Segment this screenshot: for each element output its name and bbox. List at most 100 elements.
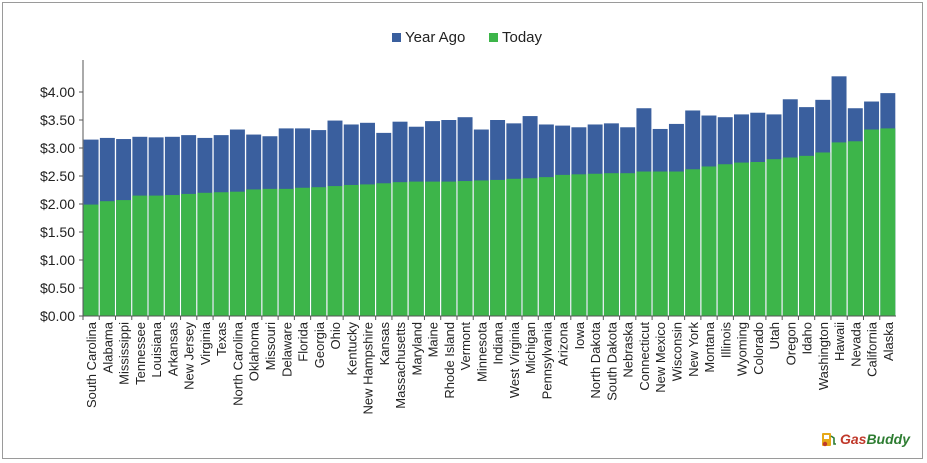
y-tick-label: $0.50 <box>40 280 75 296</box>
logo-text-gas: Gas <box>839 431 867 447</box>
bar-today <box>311 187 327 316</box>
bar-today <box>734 162 749 316</box>
x-tick-label: Kentucky <box>344 322 359 376</box>
y-tick-label: $1.50 <box>40 224 75 240</box>
bar-today <box>83 204 99 316</box>
bar-today <box>668 171 684 316</box>
x-tick-label: West Virginia <box>507 321 522 398</box>
bar-today <box>197 192 213 316</box>
x-tick-label: Illinois <box>718 322 733 359</box>
x-tick-label: Tennessee <box>133 322 148 385</box>
bar-today <box>360 184 375 316</box>
x-tick-label: Montana <box>702 321 717 372</box>
x-tick-label: Washington <box>816 322 831 390</box>
bar-today <box>636 171 652 316</box>
x-tick-label: Nebraska <box>621 321 636 377</box>
x-tick-label: New York <box>686 322 701 377</box>
x-tick-label: Louisiana <box>149 321 164 377</box>
x-tick-label: North Carolina <box>230 321 245 406</box>
bar-today <box>327 186 343 316</box>
bar-today <box>99 201 115 316</box>
x-tick-label: California <box>865 321 880 377</box>
bar-today <box>831 142 847 316</box>
x-tick-label: Alaska <box>881 321 896 361</box>
bar-today <box>262 188 278 316</box>
x-tick-label: Wyoming <box>735 322 750 376</box>
bar-today <box>538 177 554 316</box>
bar-today <box>408 181 424 316</box>
bar-today <box>750 162 766 316</box>
legend-label-year-ago: Year Ago <box>405 29 465 46</box>
bar-chart: Year Ago Today $0.00 $0.50 $1.00 $1.50 $2.00… <box>40 29 896 414</box>
x-tick-label: Wisconsin <box>669 322 684 381</box>
bar-today <box>294 187 310 316</box>
bar-today <box>246 189 262 316</box>
x-tick-label: New Jersey <box>182 322 197 390</box>
x-tick-label: Utah <box>767 322 782 349</box>
x-tick-label: New Mexico <box>653 322 668 393</box>
bar-today <box>376 183 392 316</box>
bar-today <box>473 180 489 316</box>
bar-today <box>685 169 701 316</box>
gas-pump-icon <box>821 433 836 447</box>
x-tick-label: Nevada <box>848 321 863 367</box>
bar-today <box>864 129 880 316</box>
legend: Year Ago Today <box>392 29 543 46</box>
x-tick-label: Massachusetts <box>393 322 408 409</box>
bar-today <box>116 200 132 316</box>
x-tick-label: Mississippi <box>117 322 132 385</box>
bar-today <box>392 182 408 316</box>
x-tick-label: Colorado <box>751 322 766 375</box>
y-tick-label: $4.00 <box>40 84 75 100</box>
x-tick-label: Michigan <box>523 322 538 374</box>
bar-today <box>766 159 782 316</box>
x-tick-label: Arizona <box>556 321 571 366</box>
legend-swatch-today <box>489 33 498 42</box>
bar-today <box>213 192 229 316</box>
logo-text-buddy: Buddy <box>866 431 910 447</box>
x-tick-label: Vermont <box>458 322 473 371</box>
bar-today <box>229 191 245 316</box>
gasbuddy-logo: Gas Buddy <box>820 428 910 450</box>
bar-today <box>457 181 473 316</box>
y-tick-label: $1.00 <box>40 252 75 268</box>
bar-today <box>652 171 668 316</box>
x-tick-label: North Dakota <box>588 321 603 398</box>
x-tick-label: Oklahoma <box>247 321 262 381</box>
bar-today <box>181 193 197 316</box>
x-tick-label: Maryland <box>409 322 424 375</box>
bar-today <box>343 184 359 316</box>
x-tick-label: Delaware <box>279 322 294 377</box>
bar-today <box>555 174 571 316</box>
bar-today <box>847 141 863 316</box>
bar-today <box>164 195 180 316</box>
legend-label-today: Today <box>502 29 543 46</box>
bar-today <box>603 173 619 316</box>
x-tick-label: Florida <box>296 321 311 362</box>
y-tick-label: $2.00 <box>40 196 75 212</box>
bar-today <box>571 174 587 316</box>
x-tick-label: Connecticut <box>637 322 652 391</box>
x-tick-label: Iowa <box>572 321 587 349</box>
bar-today <box>506 178 522 316</box>
bars <box>83 76 896 317</box>
x-tick-label: South Dakota <box>604 321 619 401</box>
y-tick-label: $3.50 <box>40 112 75 128</box>
x-tick-label: Maine <box>426 322 441 357</box>
x-tick-label: Kansas <box>377 322 392 366</box>
bar-today <box>587 173 603 316</box>
x-tick-label: Oregon <box>783 322 798 365</box>
bar-today <box>132 195 148 316</box>
bar-today <box>425 181 441 316</box>
y-tick-label: $3.00 <box>40 140 75 156</box>
bar-today <box>522 178 538 316</box>
bar-today <box>701 166 717 316</box>
y-tick-label: $2.50 <box>40 168 75 184</box>
bar-today <box>620 173 636 316</box>
bar-today <box>815 152 831 316</box>
x-tick-label: Indiana <box>491 321 506 364</box>
x-axis: South Carolina Alabama Mississippi Tennesse… <box>82 315 896 414</box>
y-tick-label: $0.00 <box>40 308 75 324</box>
bar-today <box>278 188 294 316</box>
